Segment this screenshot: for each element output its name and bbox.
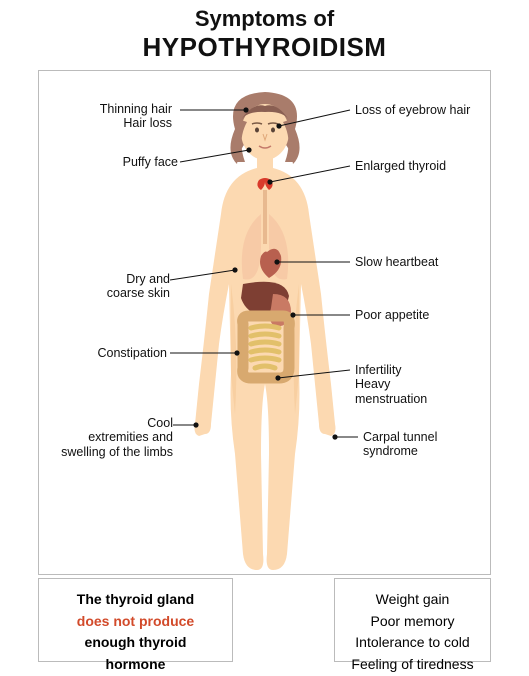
label-line: Slow heartbeat xyxy=(355,255,475,269)
label-line: menstruation xyxy=(355,392,465,406)
label-constipation: Constipation xyxy=(82,346,167,360)
label-line: Carpal tunnel xyxy=(363,430,473,444)
info-left-pre: The thyroid gland xyxy=(77,591,194,607)
label-carpal-tunnel: Carpal tunnelsyndrome xyxy=(363,430,473,459)
title-line-1: Symptoms of xyxy=(0,6,529,32)
label-puffy-face: Puffy face xyxy=(108,155,178,169)
label-infertility: InfertilityHeavymenstruation xyxy=(355,363,465,406)
title-line-2: HYPOTHYROIDISM xyxy=(0,32,529,63)
info-right-item: Poor memory xyxy=(349,611,476,633)
body-figure xyxy=(165,84,365,574)
label-poor-appetite: Poor appetite xyxy=(355,308,465,322)
label-cool-ext: Coolextremities andswelling of the limbs xyxy=(48,416,173,459)
label-line: Puffy face xyxy=(108,155,178,169)
label-line: extremities and xyxy=(48,430,173,444)
label-eyebrow-loss: Loss of eyebrow hair xyxy=(355,103,495,117)
info-box-right: Weight gain Poor memory Intolerance to c… xyxy=(334,578,491,662)
label-line: Cool xyxy=(48,416,173,430)
label-line: Poor appetite xyxy=(355,308,465,322)
label-line: coarse skin xyxy=(90,286,170,300)
info-left-post2: hormone xyxy=(106,656,166,672)
label-thinning-hair: Thinning hairHair loss xyxy=(72,102,172,131)
info-left-highlight: does not produce xyxy=(77,613,194,629)
title: Symptoms of HYPOTHYROIDISM xyxy=(0,6,529,63)
label-line: swelling of the limbs xyxy=(48,445,173,459)
label-line: Enlarged thyroid xyxy=(355,159,475,173)
info-box-left: The thyroid gland does not produce enoug… xyxy=(38,578,233,662)
label-line: Constipation xyxy=(82,346,167,360)
label-line: Heavy xyxy=(355,377,465,391)
info-right-item: Intolerance to cold xyxy=(349,632,476,654)
label-line: syndrome xyxy=(363,444,473,458)
label-line: Thinning hair xyxy=(72,102,172,116)
label-line: Hair loss xyxy=(72,116,172,130)
label-line: Infertility xyxy=(355,363,465,377)
label-enlarged-thyroid: Enlarged thyroid xyxy=(355,159,475,173)
info-right-item: Weight gain xyxy=(349,589,476,611)
label-dry-skin: Dry andcoarse skin xyxy=(90,272,170,301)
label-slow-heart: Slow heartbeat xyxy=(355,255,475,269)
label-line: Dry and xyxy=(90,272,170,286)
label-line: Loss of eyebrow hair xyxy=(355,103,495,117)
info-left-post1: enough thyroid xyxy=(85,634,187,650)
